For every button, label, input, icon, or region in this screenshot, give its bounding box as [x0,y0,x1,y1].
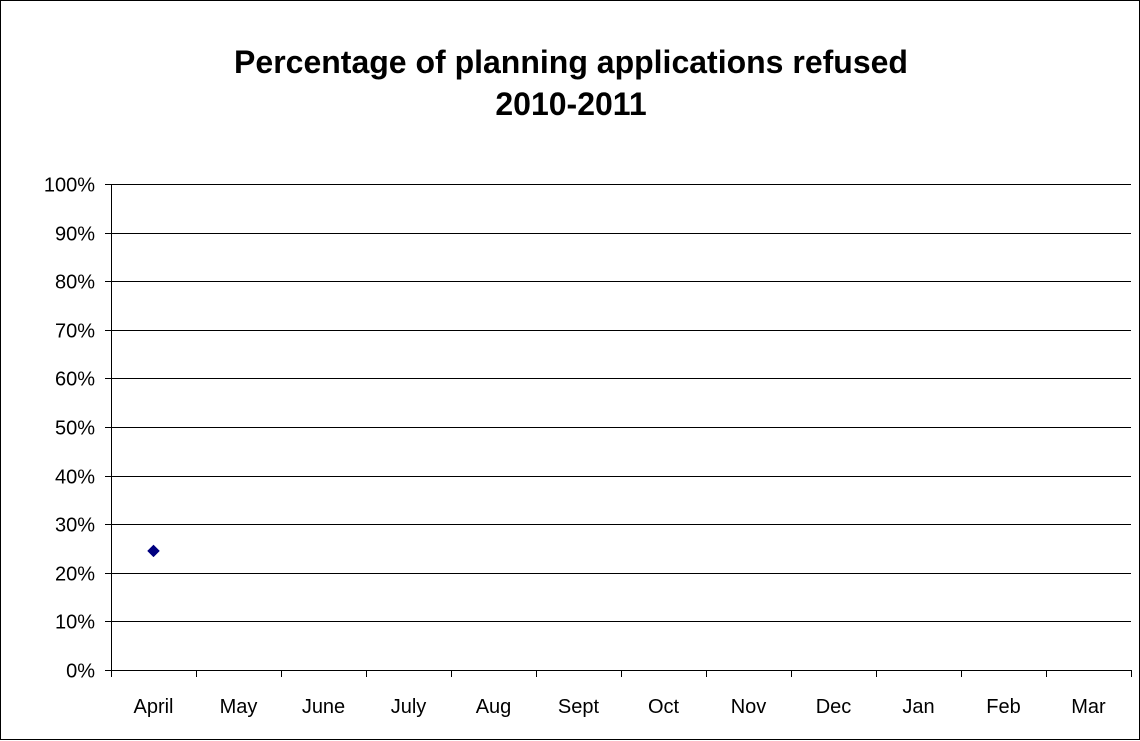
x-tick-label: July [391,696,427,718]
x-tick-label: Nov [731,696,767,718]
x-tick-label: Mar [1071,696,1106,718]
x-tick-label: Oct [648,696,680,718]
y-tick-label: 0% [66,661,95,683]
y-tick-label: 50% [55,418,95,440]
x-axis-ticks: April May June July Aug Sept Oct Nov Dec Jan Feb Ma… [111,670,1132,718]
chart-title: Percentage of planning applications refu… [234,44,908,80]
data-points [147,544,160,558]
x-tick-label: Feb [986,696,1020,718]
y-tick-label: 10% [55,612,95,634]
x-tick-label: Sept [558,696,600,718]
data-point-diamond [147,544,160,558]
chart-subtitle: 2010-2011 [495,86,647,122]
gridlines [111,184,1131,622]
y-tick-label: 90% [55,224,95,246]
x-tick-label: June [302,696,345,718]
x-tick-label: Dec [816,696,852,718]
y-tick-label: 80% [55,272,95,294]
y-tick-label: 40% [55,467,95,489]
y-tick-label: 100% [44,175,95,197]
x-tick-label: May [220,696,258,718]
y-axis-ticks: 0% 10% 20% 30% 40% 50% 60% 70% 80% 90% 100% [44,175,111,683]
y-tick-label: 60% [55,369,95,391]
x-tick-label: Jan [902,696,934,718]
x-tick-label: April [133,696,173,718]
chart-title-block: Percentage of planning applications refu… [1,41,1140,125]
y-tick-label: 30% [55,515,95,537]
y-tick-label: 20% [55,564,95,586]
x-tick-label: Aug [476,696,512,718]
y-tick-label: 70% [55,321,95,343]
